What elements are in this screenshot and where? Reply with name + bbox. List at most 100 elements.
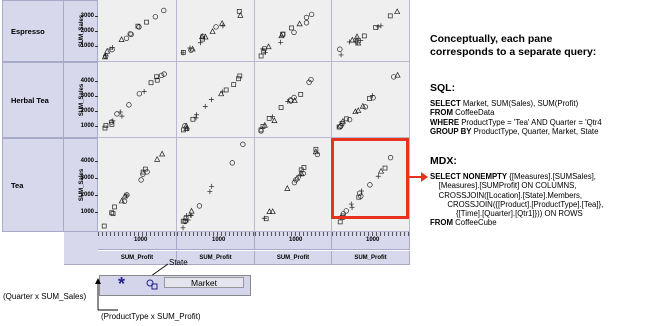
- scatter-point: [387, 155, 394, 161]
- scatter-point: [377, 167, 385, 174]
- scatter-point: [142, 166, 148, 172]
- sql-line: SELECT Market, SUM(Sales), SUM(Profit): [430, 99, 602, 108]
- scatter-point: [313, 146, 319, 152]
- y-axis-herbal-tea: SUM_Sales 1000 2000 3000 4000: [64, 62, 99, 138]
- scatter-point: [337, 46, 343, 52]
- scatter-point: [261, 45, 268, 52]
- scatter-point: [135, 23, 141, 29]
- scatter-point: [193, 115, 199, 121]
- pane-r1-c4: [332, 0, 410, 62]
- scatter-point: [358, 193, 364, 199]
- scatter-point: [121, 198, 128, 204]
- scatter-point: [127, 31, 133, 37]
- scatter-point: [213, 24, 219, 30]
- scatter-point: [361, 33, 367, 39]
- scatter-point: [188, 212, 194, 218]
- mdx-line: SELECT NONEMPTY {[Measures].[SUMSales],: [430, 172, 603, 181]
- mdx-line: FROM CoffeeCube: [430, 218, 603, 227]
- scatter-point: [387, 13, 393, 19]
- scatter-point: [338, 123, 344, 129]
- scatter-point: [209, 183, 215, 189]
- scatter-point: [161, 71, 167, 77]
- scatter-point: [258, 53, 264, 59]
- scatter-point: [382, 165, 388, 171]
- scatter-point: [278, 105, 284, 110]
- scatter-point: [298, 91, 304, 97]
- scatter-point: [154, 77, 160, 83]
- scatter-point: [284, 185, 291, 191]
- scatter-point: [180, 50, 186, 56]
- scatter-point: [154, 155, 161, 162]
- scatter-point: [391, 74, 397, 80]
- scatter-point: [278, 39, 284, 45]
- scatter-point: [194, 112, 200, 118]
- scatter-point: [102, 125, 108, 131]
- x-axis-label: SUM_Profit: [98, 251, 177, 265]
- scatter-point: [349, 36, 356, 43]
- row-header-herbal-tea[interactable]: Herbal Tea: [2, 62, 64, 138]
- scatter-point: [180, 225, 186, 231]
- scatter-point: [128, 31, 134, 37]
- sql-line: GROUP BY ProductType, Quarter, Market, S…: [430, 127, 602, 136]
- scatter-point: [107, 46, 113, 52]
- y-tick: 1000: [80, 123, 99, 129]
- row-header-tea[interactable]: Tea: [2, 138, 64, 232]
- row-label: Tea: [11, 180, 24, 190]
- y-tick: 4000: [80, 78, 99, 84]
- scatter-point: [202, 103, 208, 109]
- pane-r1-c1: [98, 0, 177, 62]
- scatter-point: [196, 203, 203, 209]
- intro-line-2: corresponds to a separate query:: [430, 46, 597, 58]
- code-text: {[Measures].[SUMSales],: [507, 172, 596, 181]
- x-axis-corner: [64, 232, 98, 265]
- scatter-point: [346, 39, 352, 45]
- highlighted-pane: [331, 138, 409, 219]
- code-text: ProductType = 'Tea' AND Quarter = 'Qtr4: [459, 117, 602, 127]
- scatter-point: [152, 14, 158, 20]
- y-tick: 2000: [80, 192, 99, 198]
- marks-shelf: * Market: [99, 274, 251, 296]
- y-tick: 1000: [80, 209, 99, 215]
- x-axis-label: SUM_Profit: [177, 251, 255, 265]
- x-tick: 1000: [134, 237, 148, 243]
- code-text: ProductType, Quarter, Market, State: [471, 126, 599, 136]
- scatter-point: [339, 120, 345, 126]
- scatter-point: [375, 24, 381, 30]
- pane-r3-c2: [177, 138, 255, 232]
- scatter-point: [220, 23, 226, 29]
- scatter-point: [359, 102, 366, 109]
- scatter-point: [140, 171, 146, 177]
- row-header-espresso[interactable]: Espresso: [2, 0, 64, 62]
- scatter-point: [344, 116, 349, 122]
- scatter-point: [291, 97, 298, 103]
- scatter-point: [188, 207, 195, 214]
- scatter-point: [308, 76, 314, 83]
- scatter-point: [121, 192, 128, 199]
- x-tick: 1000: [366, 237, 380, 243]
- sql-line: FROM CoffeeData: [430, 108, 602, 117]
- scatter-point: [109, 210, 115, 216]
- scatter-point: [101, 223, 107, 229]
- scatter-point: [187, 45, 193, 51]
- scatter-point: [112, 204, 117, 210]
- pane-r3-c3: [255, 138, 332, 232]
- scatter-point: [183, 122, 190, 129]
- x-axis-col-2: 1000: [177, 232, 255, 250]
- scatter-point: [314, 151, 321, 158]
- x-axis-label: SUM_Profit: [255, 251, 332, 265]
- scatter-point: [209, 28, 216, 34]
- scatter-point: [308, 11, 315, 18]
- intro-line-1: Conceptually, each pane: [430, 33, 553, 45]
- mdx-line: {[Time].[Quarter].[Qtr1]})) ON ROWS: [430, 209, 603, 218]
- y-tick: 2000: [80, 28, 99, 34]
- scatter-point: [124, 192, 130, 198]
- market-pill[interactable]: Market: [164, 277, 244, 288]
- scatter-point: [158, 72, 165, 79]
- state-pointer-line: [150, 263, 169, 277]
- y-tick: 3000: [80, 93, 99, 99]
- y-axis-espresso: SUM_Sales 1000 2000 3000: [64, 0, 99, 62]
- code-text: CROSSJOIN({[Product].[ProductType].[Tea]…: [430, 199, 604, 209]
- scatter-point: [108, 119, 115, 125]
- scatter-point: [110, 118, 116, 124]
- scatter-point: [231, 82, 237, 87]
